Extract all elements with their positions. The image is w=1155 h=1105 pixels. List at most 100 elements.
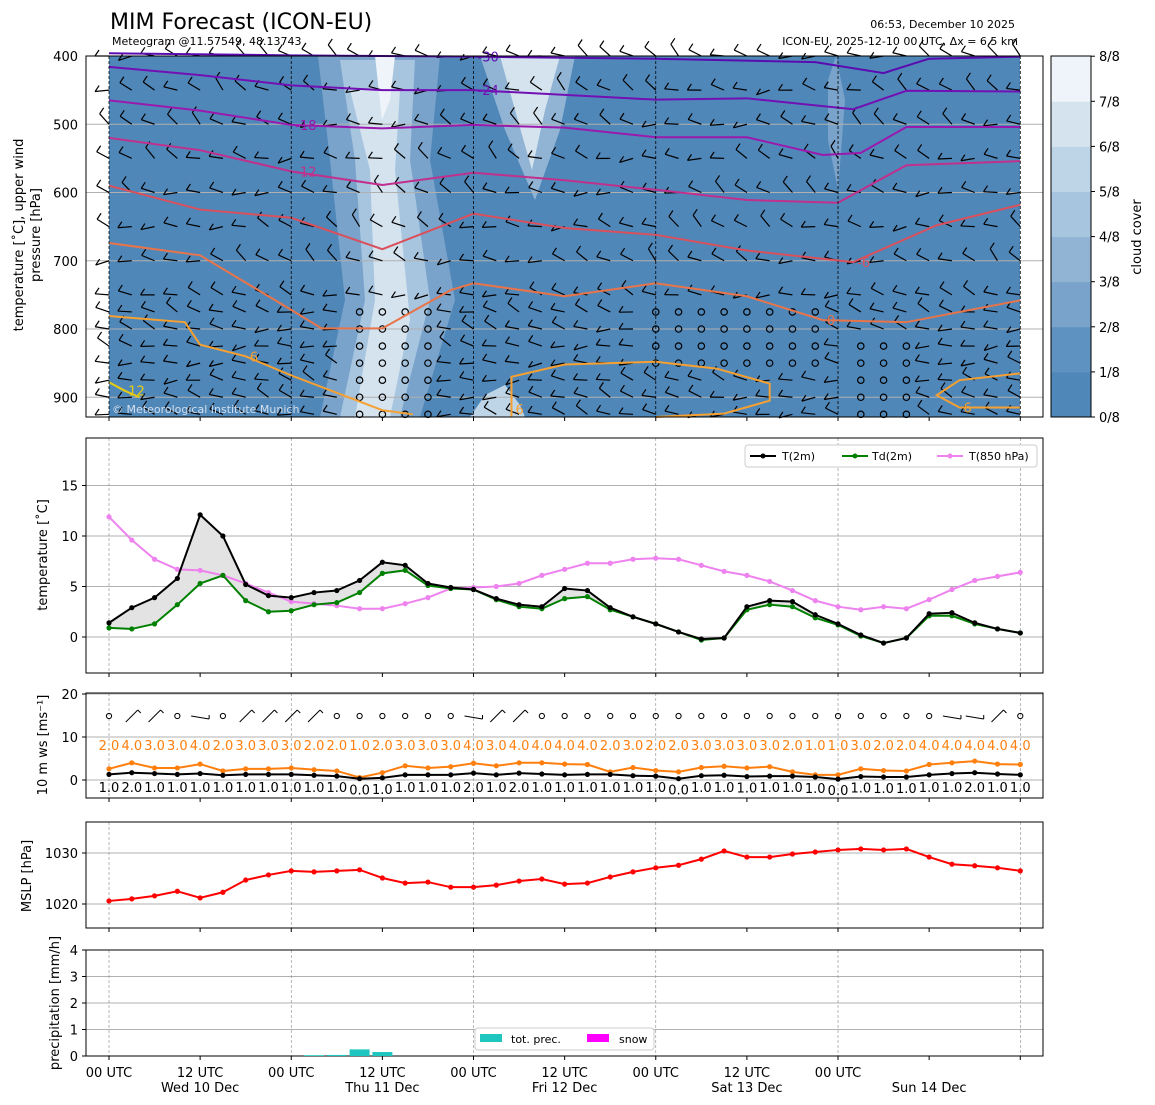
wind-barb <box>279 280 292 296</box>
wind-barb-calm <box>378 393 387 402</box>
wind-barb <box>937 186 952 194</box>
wind-barb <box>322 404 337 415</box>
gust-point <box>994 761 1001 767</box>
wind-barb <box>824 300 839 313</box>
wind-speed-point <box>197 770 203 777</box>
wind-speed-value-label: 1.0 <box>190 781 211 796</box>
wind-barb <box>897 72 907 91</box>
wind-barb <box>550 369 565 381</box>
wind-barb <box>916 247 930 262</box>
wind-barb <box>914 354 930 364</box>
wind-barb <box>483 400 497 415</box>
gust-value-label: 1.0 <box>805 739 826 754</box>
wind-barb <box>782 175 793 193</box>
wind-speed-value-label: 1.0 <box>919 781 940 796</box>
legend-snow: snow <box>619 1033 647 1046</box>
wind-barb <box>735 143 748 159</box>
wind-speed-value-label: 1.0 <box>1010 781 1031 796</box>
gust-point <box>858 766 864 772</box>
wind-barb <box>460 76 474 91</box>
wind-barb <box>142 400 155 415</box>
wind-barb <box>391 46 406 57</box>
wind-barb <box>715 175 725 193</box>
isotherm-label: 6 <box>250 350 258 365</box>
wind-barb <box>937 152 952 160</box>
t850-point <box>767 578 773 585</box>
gust-value-label: 2.0 <box>896 739 917 754</box>
wind-barb <box>892 224 907 232</box>
wind-barb-calm <box>879 359 888 367</box>
surface-wind-calm <box>402 712 409 720</box>
wind-barb <box>394 176 406 193</box>
wind-barb <box>299 308 315 315</box>
isotherm-line <box>108 184 1021 264</box>
wind-barb <box>322 184 337 194</box>
wind-barb <box>550 46 565 57</box>
wind-barb <box>166 296 178 313</box>
wind-barb <box>618 322 633 330</box>
td2m-point <box>789 604 796 610</box>
colorbar-tick-label: 0/8 <box>1099 411 1120 426</box>
wind-speed-value-label: 1.0 <box>942 781 963 796</box>
mslp-point <box>562 881 568 887</box>
wind-barb <box>917 399 930 415</box>
wind-barb <box>460 334 474 347</box>
gust-point <box>972 758 978 764</box>
wind-speed-point <box>812 774 818 780</box>
wind-speed-point <box>607 771 613 778</box>
wind-barb <box>823 338 839 347</box>
wind-barb <box>647 242 657 262</box>
wind-barb <box>983 320 998 330</box>
wind-barb <box>231 387 246 398</box>
wind-barb-calm <box>879 342 888 350</box>
td2m-point <box>311 602 317 608</box>
wind-barb-calm <box>765 359 774 367</box>
wind-barb <box>140 300 155 313</box>
wind-barb <box>439 330 452 347</box>
wind-barb <box>162 338 178 347</box>
wind-barb <box>276 357 292 365</box>
gust-point <box>197 761 203 767</box>
wind-barb <box>117 221 132 229</box>
wind-speed-point <box>539 771 545 777</box>
wind-barb <box>577 39 588 57</box>
wind-barb-calm <box>902 359 911 367</box>
wind-barb <box>664 370 679 381</box>
mslp-point <box>334 868 340 874</box>
wind-barb <box>482 78 497 91</box>
wind-barb <box>436 355 451 364</box>
xtick-label: 00 UTC <box>86 1066 132 1081</box>
gust-point <box>129 760 135 766</box>
wind-barb <box>231 344 246 352</box>
wind-barb-calm <box>401 325 409 333</box>
colorbar-tick-label: 8/8 <box>1099 50 1120 65</box>
wind-barb <box>391 215 406 228</box>
wind-speed-point <box>402 772 408 778</box>
wind-barb-calm <box>424 342 432 350</box>
wind-barb <box>1005 82 1021 91</box>
t2m-point <box>744 604 750 610</box>
wind-barb <box>595 152 611 160</box>
wind-barb <box>481 339 497 347</box>
wind-barb <box>733 369 748 381</box>
wind-barb <box>575 399 588 415</box>
t2m-point <box>470 586 477 593</box>
wind-speed-point <box>288 771 294 778</box>
wind-barb-calm <box>788 325 797 333</box>
wind-barb <box>778 257 793 265</box>
surface-wind-calm <box>812 712 819 720</box>
isotherm-line <box>108 136 1021 204</box>
wind-barb <box>140 355 155 364</box>
surface-wind-calm <box>105 712 113 720</box>
surface-wind-calm <box>424 712 432 720</box>
panel-frame <box>85 55 1044 418</box>
wind-barb <box>208 303 223 313</box>
wind-barb-calm <box>879 393 888 402</box>
wind-barb <box>278 383 292 398</box>
gust-value-label: 3.0 <box>235 739 256 754</box>
wind-barb-calm <box>879 376 888 384</box>
wind-barb <box>186 335 201 347</box>
wind-speed-point <box>493 772 499 778</box>
wind-barb-calm <box>857 376 865 384</box>
wind-barb <box>299 353 315 364</box>
